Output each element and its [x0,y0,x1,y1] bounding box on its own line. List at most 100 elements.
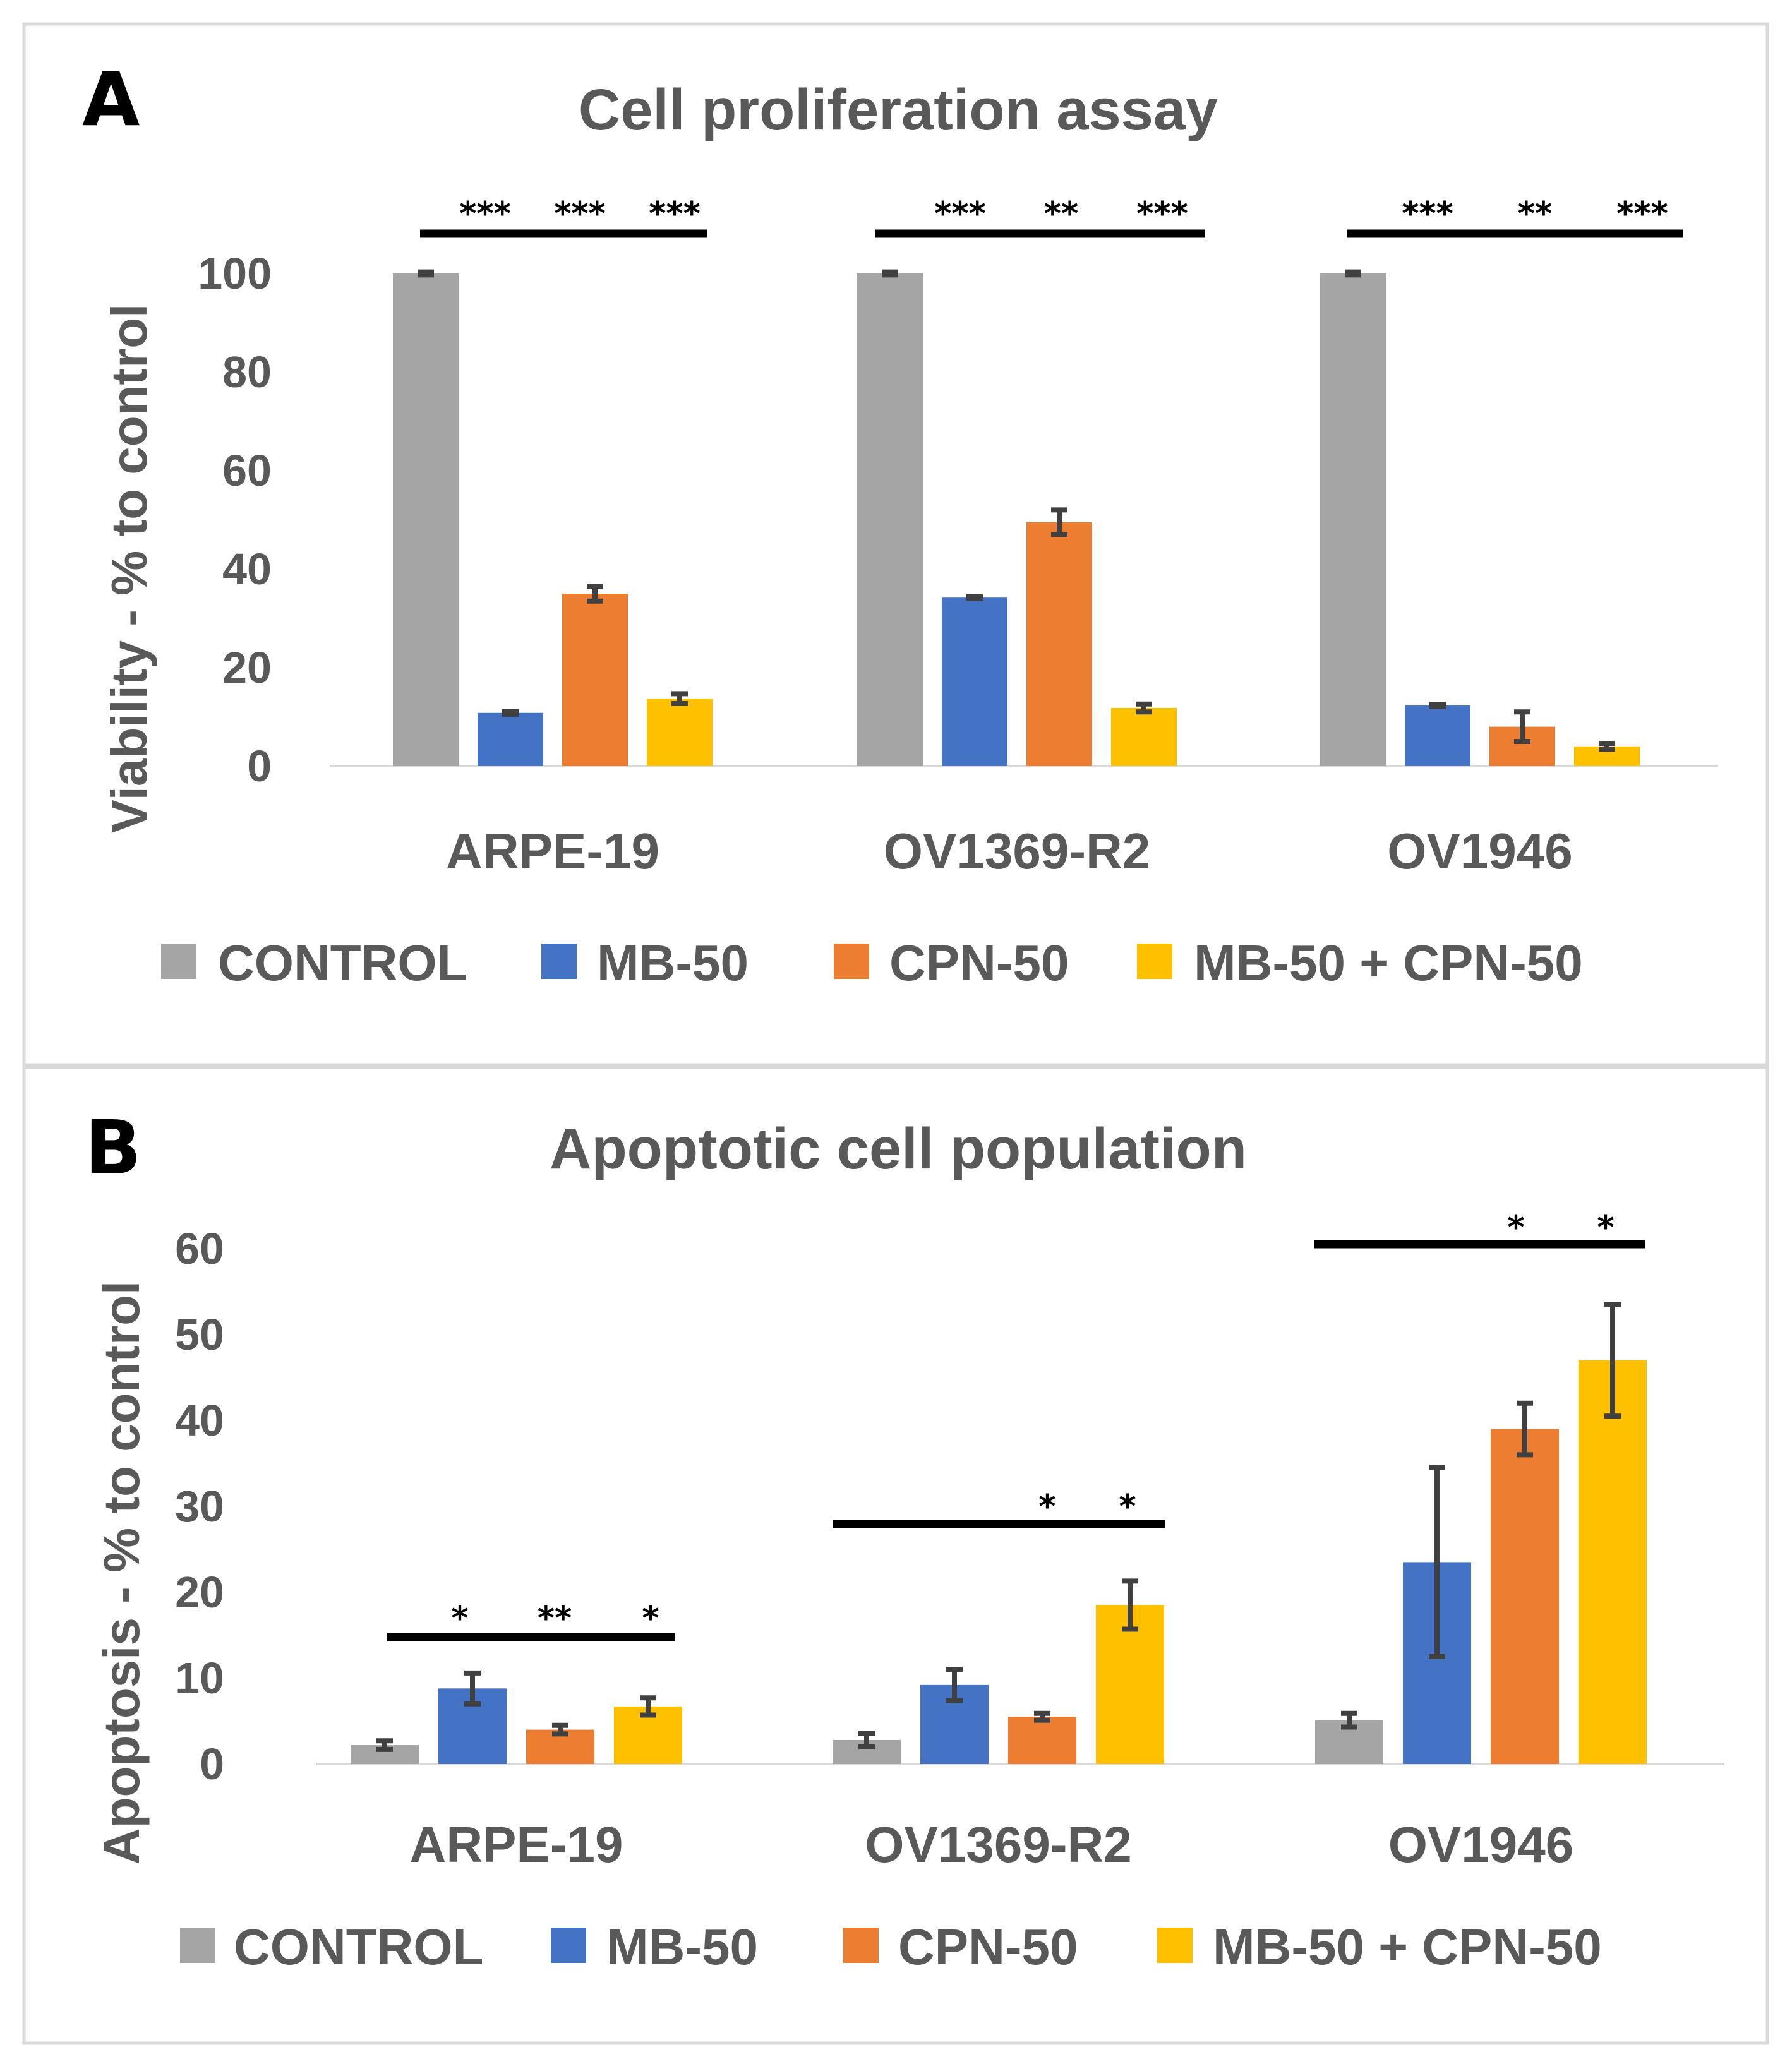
a-category-label-ov1369-r2: OV1369-R2 [884,823,1150,879]
b-category-label-ov1946: OV1946 [1388,1816,1574,1873]
a-legend-label-cpn-50: CPN-50 [889,935,1069,991]
panel-b-legend: CONTROL MB-50 CPN-50 MB-50 + CPN-50 [180,1919,1602,1975]
b-y-tick-0: 0 [200,1739,224,1789]
a-significance-mark-ov1946-1: *** [1402,195,1453,233]
b-significance-mark-arpe-19-2: ** [538,1600,572,1638]
a-bar-ov1946-control [1320,273,1386,766]
a-legend-label-mb-50-cpn-50: MB-50 + CPN-50 [1194,935,1583,991]
b-legend-label-cpn-50: CPN-50 [898,1919,1078,1975]
b-significance-mark-arpe-19-1: * [451,1600,468,1638]
b-significance-mark-ov1946-2: * [1597,1209,1614,1247]
a-legend-swatch-control [161,944,196,979]
b-category-label-ov1369-r2: OV1369-R2 [865,1816,1131,1873]
a-bar-ov1369-r2-control [857,273,923,766]
b-y-tick-50: 50 [175,1310,224,1359]
b-y-tick-30: 30 [175,1482,224,1531]
b-bar-ov1946-cpn-50 [1491,1429,1559,1764]
b-significance-mark-ov1946-1: * [1507,1209,1524,1247]
a-error-bar-arpe-19-cpn-50 [587,584,603,604]
panel-a-y-axis-title: Viability - % to control [101,304,157,834]
b-error-bar-ov1946-mb-50-cpn-50 [1604,1302,1621,1419]
a-y-tick-20: 20 [222,643,272,692]
panel-b-y-axis-title: Apoptosis - % to control [93,1281,150,1864]
a-bar-arpe-19-mb-50-cpn-50 [647,699,713,766]
a-bar-ov1369-r2-mb-50-cpn-50 [1111,707,1177,766]
b-error-bar-ov1369-r2-mb-50-cpn-50 [1122,1578,1138,1632]
b-legend-swatch-mb-50-cpn-50 [1157,1928,1193,1963]
a-bar-arpe-19-mb-50 [478,712,543,766]
b-error-bar-ov1946-mb-50 [1429,1465,1445,1659]
b-error-bar-arpe-19-mb-50 [464,1670,481,1707]
a-error-bar-arpe-19-mb-50 [502,709,519,717]
panel-b: B Apoptotic cell population Apoptosis - … [22,1065,1769,2045]
b-legend-swatch-mb-50 [551,1928,586,1963]
a-significance-mark-arpe-19-3: *** [649,195,701,233]
a-bar-ov1369-r2-cpn-50 [1026,522,1092,766]
a-error-bar-ov1946-mb-50 [1429,702,1446,709]
b-error-bar-ov1369-r2-control [858,1731,875,1749]
a-bar-arpe-19-cpn-50 [562,594,628,766]
b-error-bar-arpe-19-mb-50-cpn-50 [640,1695,656,1718]
b-legend-label-control: CONTROL [234,1919,484,1975]
panel-b-frame [22,1065,1769,2045]
a-error-bar-ov1369-r2-mb-50-cpn-50 [1136,701,1152,715]
b-legend-label-mb-50-cpn-50: MB-50 + CPN-50 [1213,1919,1602,1975]
b-category-label-arpe-19: ARPE-19 [410,1816,623,1873]
a-legend-label-mb-50: MB-50 [597,935,749,991]
panel-a-title: Cell proliferation assay [579,78,1218,142]
panel-a-legend: CONTROL MB-50 CPN-50 MB-50 + CPN-50 [161,935,1583,991]
a-error-bar-ov1946-cpn-50 [1514,709,1530,744]
b-significance-mark-arpe-19-3: * [642,1600,659,1638]
a-y-tick-60: 60 [222,446,272,495]
b-significance-mark-ov1369-r2-2: * [1119,1488,1136,1526]
a-y-tick-0: 0 [247,741,272,791]
a-y-tick-40: 40 [222,544,272,594]
b-error-bar-ov1946-cpn-50 [1517,1400,1533,1458]
panel-b-label: B [85,1104,141,1191]
b-bar-ov1369-r2-cpn-50 [1008,1717,1076,1764]
b-error-bar-arpe-19-cpn-50 [552,1722,568,1737]
panel-b-title: Apoptotic cell population [550,1117,1247,1181]
a-significance-mark-ov1946-2: ** [1518,195,1552,233]
a-significance-mark-ov1369-r2-2: ** [1044,195,1078,233]
panel-a-label: A [82,56,140,143]
a-error-bar-arpe-19-control [418,269,434,278]
b-y-tick-20: 20 [175,1568,224,1617]
a-significance-mark-arpe-19-1: *** [459,195,511,233]
a-y-tick-80: 80 [222,347,272,397]
a-legend-label-control: CONTROL [218,935,468,991]
a-bar-arpe-19-control [393,273,459,766]
b-significance-mark-ov1369-r2-1: * [1038,1488,1055,1526]
a-error-bar-ov1369-r2-mb-50 [966,594,983,601]
b-legend-swatch-cpn-50 [843,1928,879,1963]
a-error-bar-arpe-19-mb-50-cpn-50 [671,691,688,706]
panel-a: A Cell proliferation assay Viability - %… [22,22,1769,1067]
a-legend-swatch-mb-50 [541,944,577,979]
b-error-bar-ov1369-r2-cpn-50 [1034,1710,1050,1723]
a-bar-ov1946-mb-50 [1405,705,1470,766]
a-error-bar-ov1946-mb-50-cpn-50 [1599,741,1615,752]
a-significance-mark-ov1369-r2-3: *** [1136,195,1188,233]
b-y-tick-40: 40 [175,1396,224,1445]
a-significance-mark-arpe-19-2: *** [554,195,606,233]
a-bar-ov1369-r2-mb-50 [942,597,1007,766]
a-legend-swatch-cpn-50 [834,944,869,979]
a-error-bar-ov1946-control [1345,269,1361,278]
a-error-bar-ov1369-r2-control [882,269,898,278]
a-error-bar-ov1369-r2-cpn-50 [1051,507,1067,537]
a-category-label-arpe-19: ARPE-19 [446,823,659,879]
a-significance-mark-ov1369-r2-1: *** [934,195,986,233]
b-error-bar-arpe-19-control [376,1738,393,1752]
b-legend-label-mb-50: MB-50 [606,1919,758,1975]
a-category-label-ov1946: OV1946 [1387,823,1573,879]
b-legend-swatch-control [180,1928,215,1963]
b-bar-ov1946-mb-50-cpn-50 [1579,1360,1647,1764]
a-y-tick-100: 100 [198,249,272,298]
a-legend-swatch-mb-50-cpn-50 [1137,944,1172,979]
a-significance-mark-ov1946-3: *** [1616,195,1668,233]
b-y-tick-60: 60 [175,1224,224,1273]
b-error-bar-ov1369-r2-mb-50 [946,1667,963,1703]
